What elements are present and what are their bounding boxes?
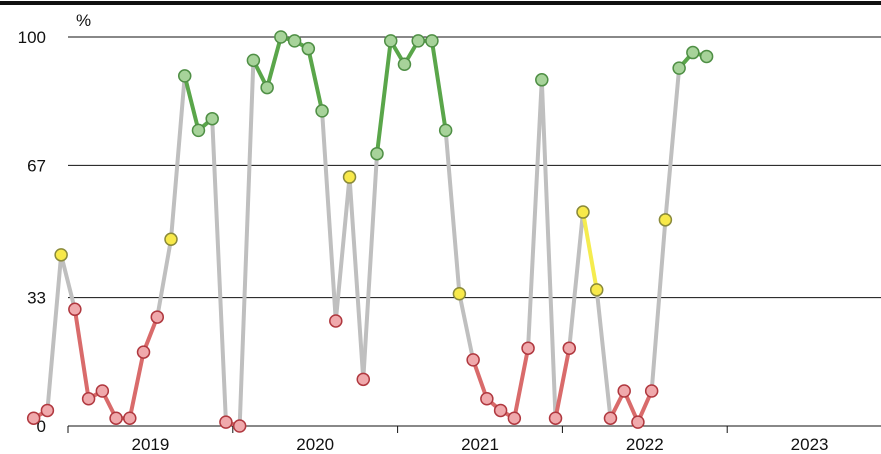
data-point <box>40 403 55 418</box>
data-point <box>425 34 439 48</box>
line-segment <box>649 217 668 393</box>
data-point <box>480 392 494 406</box>
data-point <box>232 419 247 433</box>
data-point <box>535 73 549 87</box>
line-segment <box>347 175 366 382</box>
data-point <box>342 170 357 184</box>
data-point <box>452 286 467 301</box>
data-point <box>438 123 453 138</box>
data-point <box>562 341 577 355</box>
x-tick-label: 2019 <box>131 435 169 454</box>
y-tick-label: 0 <box>37 417 46 436</box>
line-segment <box>333 175 352 323</box>
data-point <box>686 45 700 60</box>
data-point <box>411 34 425 48</box>
data-point <box>123 411 137 425</box>
line-segment <box>306 46 325 113</box>
line-segment <box>361 151 379 382</box>
data-point <box>95 384 110 398</box>
data-point <box>383 34 398 48</box>
data-point <box>260 80 274 95</box>
data-point <box>644 384 659 398</box>
data-point <box>274 30 288 44</box>
line-segment <box>375 38 393 156</box>
line-segment <box>594 287 613 421</box>
data-point <box>81 392 96 406</box>
data-point <box>68 302 82 317</box>
x-tick-label: 2023 <box>791 435 829 454</box>
line-segment <box>471 357 489 401</box>
data-point <box>109 411 123 425</box>
data-point <box>603 411 618 425</box>
data-point <box>164 232 178 247</box>
line-segment <box>512 346 531 421</box>
x-tick-label: 2020 <box>296 435 334 454</box>
data-point <box>466 353 480 367</box>
data-point <box>589 283 604 297</box>
line-segment <box>457 291 476 362</box>
line-segment <box>320 108 338 323</box>
line-segment <box>443 128 462 296</box>
y-tick-label: 67 <box>27 156 46 175</box>
line-segment <box>539 77 558 421</box>
line-segment <box>237 58 256 428</box>
y-tick-label: 33 <box>27 289 46 308</box>
data-point <box>315 104 329 118</box>
line-segment <box>127 350 146 421</box>
data-point <box>617 384 631 398</box>
gridlines <box>68 36 881 299</box>
line-segment <box>45 252 64 413</box>
data-point <box>329 314 343 328</box>
data-point <box>356 372 371 387</box>
data-point <box>136 345 151 359</box>
line-segment <box>155 237 173 320</box>
data-point <box>370 146 384 161</box>
data-point <box>150 310 165 324</box>
x-tick-label: 2021 <box>461 435 499 454</box>
y-tick-labels: 0 33 67 100 <box>18 28 46 436</box>
y-tick-label: 100 <box>18 28 46 47</box>
line-segment <box>526 77 544 351</box>
line-segment <box>169 73 187 242</box>
data-point <box>493 403 508 418</box>
line-segment <box>581 210 599 292</box>
line-segment <box>663 66 682 222</box>
line-segment <box>553 346 572 421</box>
data-point <box>177 69 192 83</box>
line-segment <box>59 252 77 312</box>
line-segment <box>210 116 228 425</box>
data-point <box>521 341 535 355</box>
y-axis-unit: % <box>76 11 91 30</box>
data-point <box>658 213 673 227</box>
data-point <box>548 411 563 425</box>
line-segment <box>567 210 585 351</box>
line-segment <box>72 307 91 401</box>
data-point <box>219 415 233 429</box>
x-axis: 2019 2020 2021 2022 2023 <box>67 425 881 454</box>
data-point <box>54 248 68 262</box>
data-point <box>576 205 590 219</box>
line-segment <box>265 35 283 90</box>
line-segment <box>182 73 201 133</box>
data-point <box>397 57 412 71</box>
data-point <box>246 53 261 68</box>
data-point <box>672 61 686 75</box>
data-point <box>191 123 206 138</box>
line-segment <box>429 38 448 133</box>
data-point <box>287 34 302 48</box>
x-tick-label: 2022 <box>626 435 664 454</box>
data-point <box>699 49 714 64</box>
data-point <box>205 111 219 126</box>
data-point <box>507 411 522 425</box>
series-points <box>26 30 714 433</box>
data-point <box>631 415 645 429</box>
data-point <box>301 41 316 56</box>
series-lines <box>31 35 709 428</box>
data-point <box>26 411 41 425</box>
